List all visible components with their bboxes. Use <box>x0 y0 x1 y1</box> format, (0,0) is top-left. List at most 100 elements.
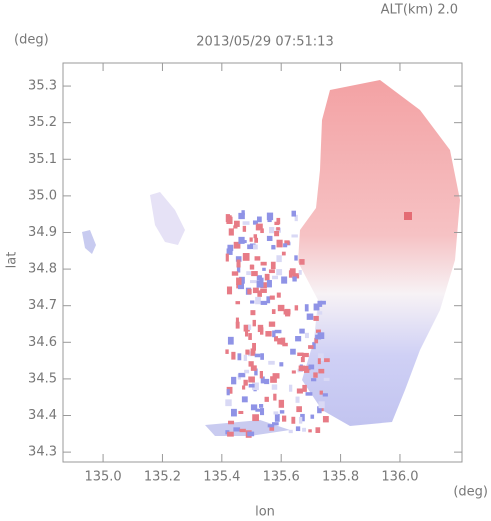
echo-cell <box>279 362 284 367</box>
echo-cell <box>317 358 321 365</box>
echo-cell <box>256 216 262 223</box>
echo-cell <box>248 361 254 367</box>
echo-cell <box>255 408 262 412</box>
x-tick-label: 135.2 <box>144 470 181 485</box>
echo-cell <box>267 424 275 428</box>
echo-cell <box>248 324 252 330</box>
echo-cell <box>283 243 288 248</box>
echo-cell <box>256 280 264 288</box>
echo-cell <box>295 396 300 403</box>
echo-cell <box>291 416 296 424</box>
echo-cell <box>322 393 328 397</box>
echo-cell <box>260 288 267 293</box>
echo-cell <box>302 352 309 358</box>
echo-cell <box>308 364 315 370</box>
echo-cell <box>260 353 264 360</box>
y-tick-label: 34.8 <box>28 262 57 277</box>
echo-cell <box>259 277 264 281</box>
echo-cell <box>274 230 280 237</box>
echo-cell <box>264 396 269 402</box>
x-tick-label: 135.0 <box>84 470 121 485</box>
y-tick-label: 34.5 <box>28 371 57 386</box>
echo-cell <box>227 431 234 437</box>
echo-cell <box>225 399 232 407</box>
echo-cell <box>254 368 258 376</box>
echo-cell <box>318 368 325 374</box>
y-tick-label: 35.2 <box>28 115 57 130</box>
echo-cell <box>260 228 264 234</box>
echo-cell <box>314 337 319 344</box>
echo-cell <box>291 370 296 374</box>
y-tick-label: 34.4 <box>28 408 57 423</box>
echo-cell <box>242 221 250 225</box>
echo-cell <box>284 240 290 245</box>
echo-cell <box>241 240 247 244</box>
echo-cell <box>304 332 309 339</box>
echo-cell <box>276 269 283 276</box>
echo-cell <box>276 239 283 248</box>
x-tick-label: 135.4 <box>203 470 240 485</box>
speckle <box>225 210 330 438</box>
echo-cell <box>313 303 320 311</box>
echo-cell <box>247 431 255 437</box>
y-tick-label: 35.3 <box>28 79 57 94</box>
echo-cell <box>255 224 261 231</box>
echo-cell <box>252 382 259 391</box>
echo-cell <box>247 244 251 250</box>
echo-cell <box>277 338 283 345</box>
echo-cell <box>274 336 279 342</box>
echo-cell <box>231 351 236 360</box>
echo-cell <box>253 234 258 239</box>
echo-cell <box>318 401 325 409</box>
echo-cell <box>238 410 244 415</box>
echo-cell <box>235 317 239 325</box>
echo-cell <box>288 384 293 392</box>
echo-cell <box>299 328 305 334</box>
echo-cell <box>226 286 233 295</box>
echo-cell <box>302 427 307 432</box>
echo-cell <box>230 408 237 417</box>
echo-cell <box>264 273 270 281</box>
echo-cell <box>264 378 270 385</box>
echo-cell <box>295 335 302 342</box>
echo-cell <box>317 300 323 307</box>
echo-cell <box>312 342 316 350</box>
echo-cell <box>300 413 305 422</box>
echo-cell <box>273 393 277 401</box>
echo-cell <box>247 288 252 295</box>
echo-cell <box>294 214 298 222</box>
echo-cell <box>271 422 279 426</box>
echo-cell <box>231 376 237 385</box>
y-tick-label: 34.3 <box>28 445 57 460</box>
echo-cell <box>236 267 241 273</box>
echo-cell <box>251 271 258 277</box>
echo-cell <box>233 225 238 229</box>
echo-cell <box>252 319 256 327</box>
echo-cell <box>269 295 275 300</box>
echo-cell <box>233 427 241 432</box>
echo-cell <box>304 369 310 373</box>
echo-cell <box>298 365 306 372</box>
echo-cell <box>250 348 256 356</box>
echo-cell <box>235 256 242 262</box>
echo-cell <box>269 226 275 234</box>
echo-cell <box>252 414 259 422</box>
echo-cell <box>324 358 330 363</box>
echo-cell <box>243 379 248 386</box>
echo-cell <box>266 235 273 242</box>
echo-cell <box>279 410 285 414</box>
echo-cell <box>225 349 229 354</box>
echo-cell <box>259 370 263 379</box>
echo-cell <box>269 425 275 431</box>
echo-cell <box>319 390 323 395</box>
echo-cell <box>248 383 255 388</box>
echo-cell <box>260 376 265 384</box>
echo-cell <box>271 309 276 314</box>
echo-cell <box>228 420 235 425</box>
echo-cell <box>253 244 258 250</box>
echo-cell <box>300 356 305 363</box>
echo-cell <box>266 296 271 304</box>
echo-cell <box>270 376 277 383</box>
echo-cell <box>306 313 314 320</box>
